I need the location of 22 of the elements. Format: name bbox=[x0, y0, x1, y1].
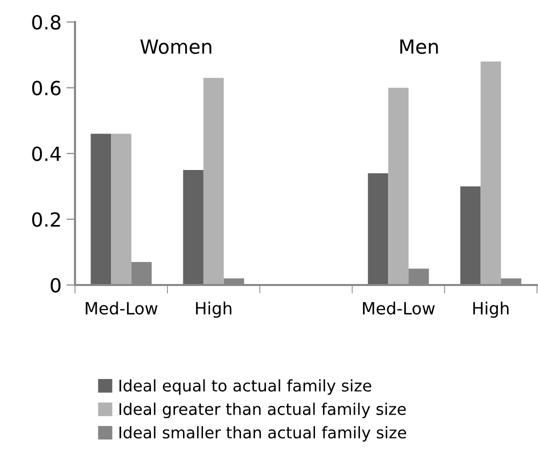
bar bbox=[183, 170, 204, 285]
bar bbox=[111, 134, 132, 285]
y-tick-label: 0.2 bbox=[32, 212, 60, 227]
legend-label: Ideal equal to actual family size bbox=[120, 379, 372, 395]
x-tick-label: High bbox=[473, 302, 509, 318]
bar bbox=[203, 78, 224, 285]
x-tick-label: Med-Low bbox=[363, 302, 435, 315]
x-tick-label: Med-Low bbox=[86, 302, 158, 315]
bar bbox=[90, 134, 112, 285]
legend-label: Ideal greater than actual family size bbox=[120, 402, 406, 418]
annotation: Women bbox=[140, 39, 212, 54]
x-tick-label: High bbox=[196, 302, 232, 318]
y-tick-label: 0 bbox=[50, 278, 61, 293]
y-tick-label: 0.4 bbox=[32, 146, 61, 162]
bar bbox=[460, 186, 481, 285]
legend-label: Ideal smaller than actual family size bbox=[120, 426, 406, 442]
y-tick-label: 0.6 bbox=[32, 80, 61, 96]
bar bbox=[388, 88, 409, 285]
bar bbox=[368, 173, 388, 285]
annotation: Men bbox=[400, 39, 438, 54]
bar bbox=[480, 61, 501, 285]
y-tick-label: 0.8 bbox=[32, 14, 60, 30]
